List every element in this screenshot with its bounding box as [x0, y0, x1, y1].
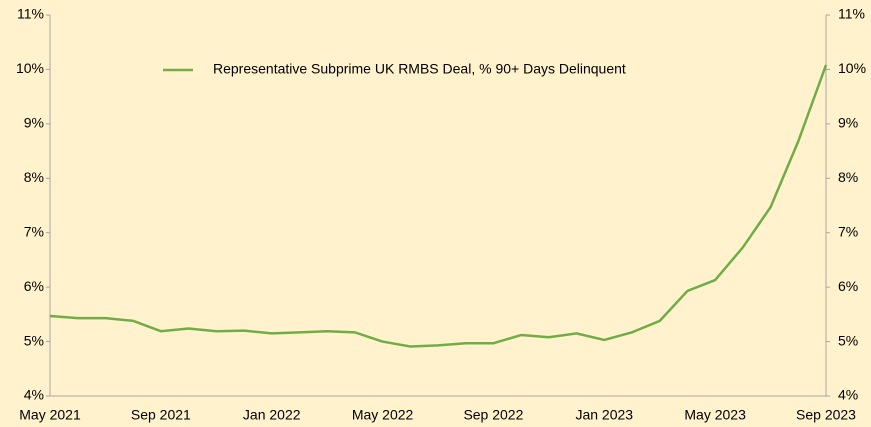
- legend-label: Representative Subprime UK RMBS Deal, % …: [213, 61, 626, 77]
- y-tick-label: 11%: [17, 6, 44, 22]
- x-tick-label: May 2021: [19, 407, 81, 423]
- x-tick-label: Jan 2022: [243, 407, 301, 423]
- x-tick-label: Jan 2023: [575, 407, 633, 423]
- y-tick-label: 5%: [24, 332, 44, 348]
- x-tick-label: May 2023: [684, 407, 746, 423]
- y2-tick-label: 5%: [838, 332, 858, 348]
- x-tick-label: Sep 2021: [131, 407, 191, 423]
- y2-tick-label: 7%: [838, 223, 858, 239]
- data-line: [49, 64, 828, 348]
- y-tick-label: 7%: [24, 223, 44, 239]
- y-tick-label: 8%: [24, 169, 44, 185]
- x-tick-label: May 2022: [352, 407, 414, 423]
- y-tick-label: 9%: [24, 115, 44, 131]
- y2-tick-label: 4%: [838, 387, 858, 403]
- y-tick-label: 6%: [24, 278, 44, 294]
- y2-tick-label: 11%: [838, 6, 865, 22]
- y2-tick-label: 10%: [838, 60, 866, 76]
- y-tick-label: 10%: [16, 60, 44, 76]
- y2-tick-label: 9%: [838, 115, 858, 131]
- y2-tick-label: 8%: [838, 169, 858, 185]
- x-tick-label: Sep 2022: [463, 407, 523, 423]
- x-tick-label: Sep 2023: [796, 407, 856, 423]
- y2-tick-label: 6%: [838, 278, 858, 294]
- y-tick-label: 4%: [24, 387, 44, 403]
